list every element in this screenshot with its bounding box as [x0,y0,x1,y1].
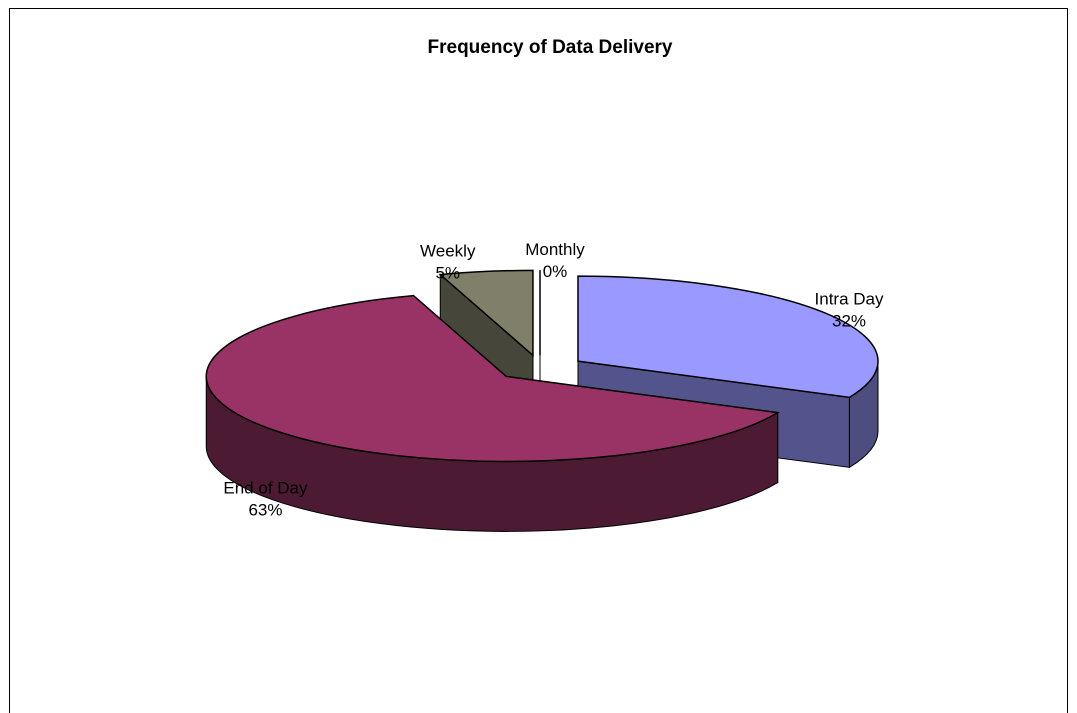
slice-value-label: 63% [248,500,282,519]
slice [205,294,780,463]
slice-label: Monthly [525,240,585,259]
slice [438,269,534,358]
slice-value-label: 5% [435,264,460,283]
slice-value-label: 32% [832,312,866,331]
slice [577,275,879,399]
slice-label: Weekly [420,242,476,261]
chart-title: Frequency of Data Delivery [428,37,673,58]
slice-label: End of Day [223,478,308,497]
pie: Intra Day 32% End of Day 63% Weekly 5% Monthly… [205,240,884,532]
chart-frame [9,8,1068,713]
slice-label: Intra Day [815,290,884,309]
slice-value-label: 0% [543,262,568,281]
